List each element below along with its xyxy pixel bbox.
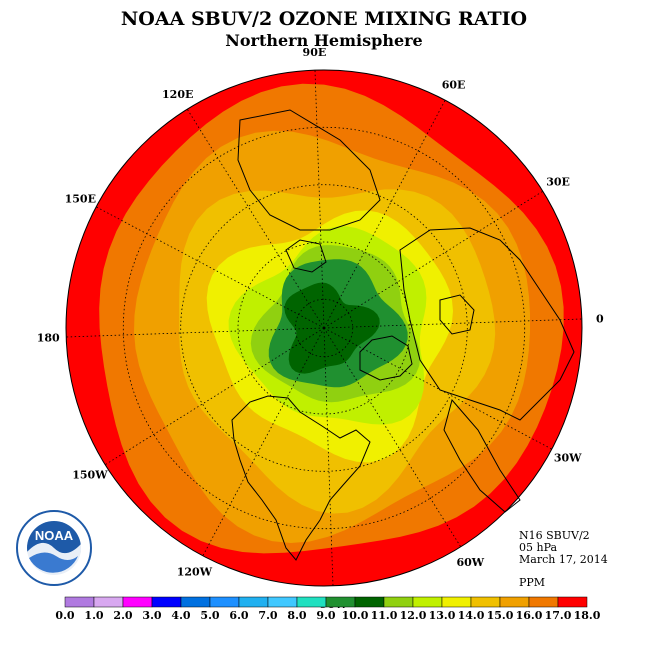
latitude-circle [294,298,354,358]
legend-swatch [354,596,385,608]
coastlines [231,109,575,561]
legend-swatch [209,596,240,608]
legend-label: 10.0 [342,609,369,622]
legend-label: 9.0 [316,609,335,622]
legend-swatch [412,596,443,608]
legend-swatch [557,596,588,608]
legend-swatch [528,596,559,608]
legend-swatch [441,596,472,608]
longitude-label: 120E [162,88,193,101]
legend-swatch [122,596,153,608]
legend-label: 0.0 [55,609,74,622]
units-label: PPM [519,576,546,589]
legend-swatch [470,596,501,608]
map-border [65,69,583,587]
legend-label: 14.0 [458,609,485,622]
legend-swatch [499,596,530,608]
meridian-line [314,70,325,329]
legend-label: 15.0 [487,609,514,622]
date-label: March 17, 2014 [519,553,608,566]
legend-label: 1.0 [84,609,103,622]
color-legend: 0.0 1.0 2.0 3.0 4.0 5.0 6.0 7.0 8.0 9.0 10.0 11.0 12… [55,596,601,622]
legend-swatch [180,596,211,608]
legend-swatch [267,596,298,608]
legend-label: 13.0 [429,609,456,622]
legend-label: 5.0 [200,609,219,622]
meridian-line [323,327,552,450]
longitude-label: 90E [303,46,327,59]
latitude-circle [237,241,411,415]
pressure-label: 05 hPa [519,541,558,554]
legend-label: 8.0 [287,609,306,622]
longitude-label: 150W [72,468,108,481]
meridian-line [323,100,446,329]
noaa-logo-text: NOAA [35,528,74,543]
legend-label: 3.0 [142,609,161,622]
meridian-line [66,327,325,338]
longitude-label: 60E [442,78,466,91]
meridian-line [202,327,325,556]
landmass-eurasia [399,227,575,421]
instrument-label: N16 SBUV/2 [519,529,590,542]
legend-label: 4.0 [171,609,190,622]
landmass-scandinavia [439,294,475,335]
landmass-greenland [359,335,413,381]
landmass-siberia-east [237,109,381,231]
legend-swatch [383,596,414,608]
legend-swatch [325,596,356,608]
legend-swatch [93,596,124,608]
meridian-line [186,108,325,329]
graticule [66,70,582,586]
longitude-label: 120W [177,566,213,579]
longitude-label: 0 [596,312,604,325]
meridian-line [323,190,544,329]
longitude-label: 30W [554,452,582,465]
meridian-line [96,206,325,329]
chart-subtitle: Northern Hemisphere [225,31,423,50]
legend-swatch [151,596,182,608]
legend-swatch [238,596,269,608]
ozone-contours [66,70,582,586]
legend-swatch [64,596,95,608]
latitude-circle [180,184,468,472]
legend-label: 12.0 [400,609,427,622]
noaa-logo: NOAA [16,510,92,586]
landmass-north-america [231,395,371,561]
legend-swatch [296,596,327,608]
latitude-circle [122,126,526,530]
legend-label: 11.0 [371,609,398,622]
meridian-line [323,327,462,548]
meridian-line [104,327,325,466]
chart-title: NOAA SBUV/2 OZONE MIXING RATIO [120,8,528,30]
legend-label: 18.0 [574,609,601,622]
longitude-label: 60W [456,556,484,569]
legend-label: 16.0 [516,609,543,622]
meridian-line [323,327,334,586]
legend-label: 17.0 [545,609,572,622]
longitude-label: 150E [65,192,96,205]
landmass-arctic-islands [285,239,327,273]
legend-label: 7.0 [258,609,277,622]
legend-label: 2.0 [113,609,132,622]
longitude-label: 180 [37,332,60,345]
legend-label: 6.0 [229,609,248,622]
longitude-label: 30E [546,176,570,189]
meridian-line [323,318,582,329]
